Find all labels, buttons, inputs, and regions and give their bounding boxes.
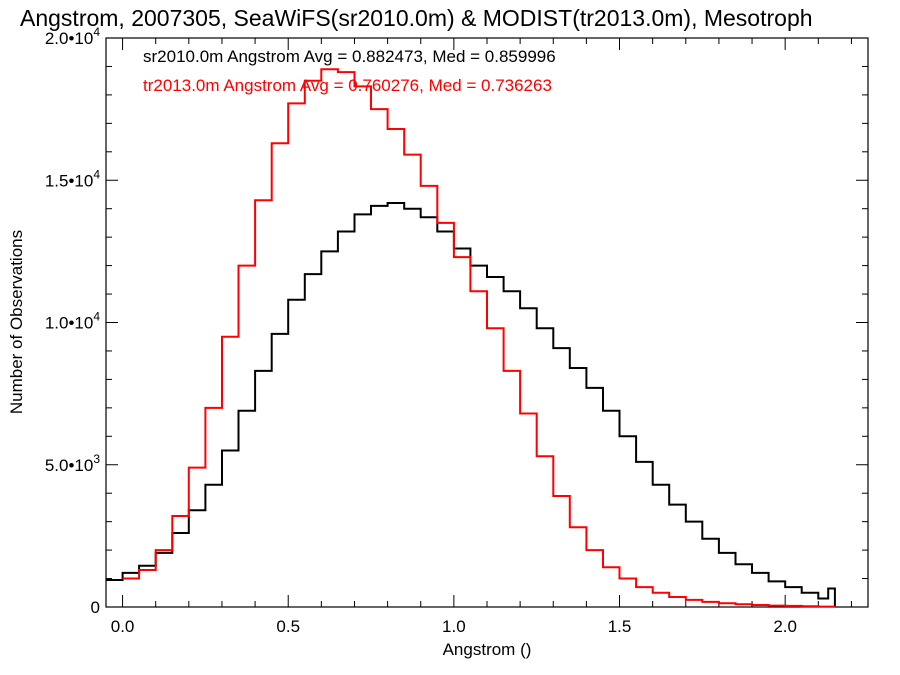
y-tick-label: 0 (91, 598, 100, 617)
x-tick-label: 0.5 (276, 617, 300, 636)
y-tick-label: 1.5•104 (45, 167, 101, 190)
x-tick-label: 1.0 (442, 617, 466, 636)
y-tick-label: 2.0•104 (45, 25, 101, 48)
y-tick-label: 5.0•103 (45, 452, 101, 475)
x-tick-label: 2.0 (773, 617, 797, 636)
legend-entry-red: tr2013.0m Angstrom Avg = 0.760276, Med =… (143, 76, 552, 95)
y-axis-ticks: 0 5.0•103 1.0•104 1.5•104 2.0•104 (45, 25, 868, 617)
x-axis-ticks: 0.0 0.5 1.0 1.5 2.0 (111, 38, 852, 636)
y-tick-label: 1.0•104 (45, 310, 101, 333)
x-axis-label: Angstrom () (443, 640, 532, 659)
chart-title: Angstrom, 2007305, SeaWiFS(sr2010.0m) & … (20, 5, 813, 31)
y-axis-label: Number of Observations (7, 230, 26, 414)
series-line-black (106, 202, 836, 607)
legend-entry-black: sr2010.0m Angstrom Avg = 0.882473, Med =… (143, 47, 556, 66)
series-lines (106, 68, 836, 608)
x-tick-label: 0.0 (111, 617, 135, 636)
x-tick-label: 1.5 (608, 617, 632, 636)
series-line-red (122, 68, 836, 608)
